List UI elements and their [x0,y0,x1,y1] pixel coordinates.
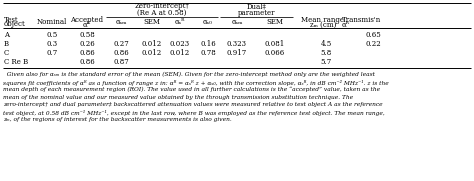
Text: αₛᴿ: αₛᴿ [175,18,185,26]
Text: object: object [4,20,26,28]
Text: 0.066: 0.066 [265,49,285,57]
Text: SEM: SEM [144,18,161,26]
Text: Zero-intercept†: Zero-intercept† [135,3,190,10]
Text: Nominal: Nominal [37,18,67,26]
Text: mean of the nominal value and our measured value obtained by the through transmi: mean of the nominal value and our measur… [3,94,353,100]
Text: 0.081: 0.081 [265,40,285,48]
Text: mean depth of each measurement region (ROI). The value used in all further calcu: mean depth of each measurement region (R… [3,87,380,92]
Text: 0.3: 0.3 [46,40,57,48]
Text: zero-intercept† and dual parameter‡ backscattered attenuation values were measur: zero-intercept† and dual parameter‡ back… [3,102,383,107]
Text: B: B [4,40,9,48]
Text: 0.7: 0.7 [46,49,58,57]
Text: 0.86: 0.86 [79,49,95,57]
Text: 0.26: 0.26 [79,40,95,48]
Text: A: A [4,31,9,39]
Text: 0.27: 0.27 [113,40,129,48]
Text: Given also for αₛₘ is the standard error of the mean (SEM). Given for the zero-i: Given also for αₛₘ is the standard error… [3,72,375,77]
Text: 0.87: 0.87 [113,58,129,66]
Text: Accepted: Accepted [71,16,103,24]
Text: SEM: SEM [266,18,283,26]
Text: 0.78: 0.78 [200,49,216,57]
Text: test object, at 0.58 dB cm⁻¹ MHz⁻¹, except in the last row, where B was employed: test object, at 0.58 dB cm⁻¹ MHz⁻¹, exce… [3,110,385,115]
Text: 0.22: 0.22 [365,40,381,48]
Text: parameter: parameter [238,9,275,17]
Text: 4.5: 4.5 [320,40,332,48]
Text: 0.012: 0.012 [142,49,162,57]
Text: 0.86: 0.86 [79,58,95,66]
Text: 0.917: 0.917 [227,49,247,57]
Text: Transmis'n: Transmis'n [342,16,381,24]
Text: 0.16: 0.16 [200,40,216,48]
Text: 0.58: 0.58 [79,31,95,39]
Text: zₘ (cm): zₘ (cm) [310,20,336,28]
Text: 0.012: 0.012 [142,40,162,48]
Text: C: C [4,49,9,57]
Text: squares fit coefficients of αᴿ as a function of range z in: αᴿ = αₛᴿ z + αₛ₀, wi: squares fit coefficients of αᴿ as a func… [3,79,389,85]
Text: 5.7: 5.7 [320,58,332,66]
Text: 0.012: 0.012 [170,49,190,57]
Text: αₛ₀: αₛ₀ [203,18,213,26]
Text: αₛₘ: αₛₘ [115,18,127,26]
Text: C Re B: C Re B [4,58,28,66]
Text: 0.5: 0.5 [46,31,58,39]
Text: αᴿ: αᴿ [342,20,350,28]
Text: αᴿ: αᴿ [83,20,91,28]
Text: (Re A at 0.58): (Re A at 0.58) [137,9,187,17]
Text: Mean range: Mean range [301,16,345,24]
Text: 0.323: 0.323 [227,40,247,48]
Text: Dual‡: Dual‡ [246,3,266,10]
Text: αₛₘ: αₛₘ [231,18,243,26]
Text: 0.023: 0.023 [170,40,190,48]
Text: Test: Test [4,16,18,24]
Text: zₘ, of the regions of interest for the backscatter measurements is also given.: zₘ, of the regions of interest for the b… [3,117,232,122]
Text: 5.8: 5.8 [320,49,332,57]
Text: 0.65: 0.65 [365,31,381,39]
Text: 0.86: 0.86 [113,49,129,57]
